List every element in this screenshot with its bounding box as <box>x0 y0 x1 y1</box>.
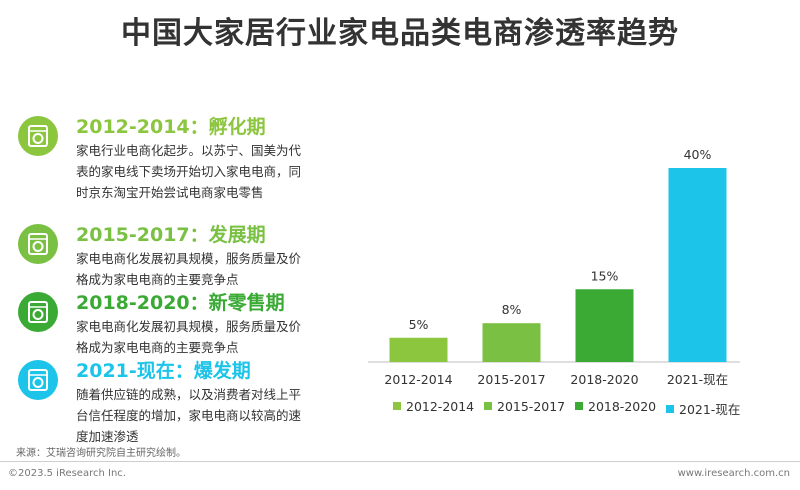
copyright: ©2023.5 iResearch Inc. <box>8 468 126 479</box>
x-tick-label: 2018-2020 <box>570 372 638 387</box>
legend-swatch <box>575 402 583 410</box>
website: www.iresearch.com.cn <box>677 468 790 479</box>
data-label: 15% <box>591 268 619 283</box>
source-note: 来源：艾瑞咨询研究院自主研究绘制。 <box>16 448 186 459</box>
bar <box>575 289 634 362</box>
page-title: 中国大家居行业家电品类电商渗透率趋势 <box>121 16 679 51</box>
data-label: 40% <box>684 147 712 162</box>
phase-description: 家电行业电商化起步。以苏宁、国美为代表的家电线下卖场开始切入家电电商，同时京东淘… <box>76 143 302 200</box>
appliance-icon <box>18 360 58 400</box>
x-tick-label: 2012-2014 <box>384 372 452 387</box>
data-label: 5% <box>409 317 429 332</box>
legend-entry: 2012-2014 <box>393 399 474 414</box>
legend-entry: 2015-2017 <box>484 399 565 414</box>
appliance-icon <box>18 292 58 332</box>
phase-heading: 2012-2014：孵化期 <box>76 116 266 138</box>
bar <box>668 168 727 362</box>
phase-description: 家电电商化发展初具规模，服务质量及价格成为家电电商的主要竞争点 <box>76 251 302 287</box>
legend-swatch <box>484 402 492 410</box>
legend-label: 2012-2014 <box>406 399 475 414</box>
legend-swatch <box>393 402 401 410</box>
appliance-icon <box>18 224 58 264</box>
phase-heading: 2015-2017：发展期 <box>76 224 266 246</box>
phase-heading: 2021-现在：爆发期 <box>76 360 251 382</box>
data-label: 8% <box>502 302 522 317</box>
phase-heading: 2018-2020：新零售期 <box>76 292 285 314</box>
legend-entry: 2021-现在 <box>666 399 740 418</box>
phase-description: 随着供应链的成熟，以及消费者对线上平台信任程度的增加，家电电商以较高的速度加速渗… <box>76 387 302 444</box>
x-tick-label: 2015-2017 <box>477 372 545 387</box>
footer-divider <box>0 461 800 462</box>
legend-label: 2018-2020 <box>588 399 657 414</box>
bar <box>389 337 448 362</box>
legend-swatch <box>666 405 674 413</box>
legend-label: 2015-2017 <box>497 399 566 414</box>
bar <box>482 323 541 362</box>
appliance-icon <box>18 116 58 156</box>
x-tick-label: 2021-现在 <box>667 372 728 387</box>
bar-chart: 5% 2012-2014 8% 2015-2017 15% 2018-2020 40% 202… <box>368 147 740 387</box>
legend-entry: 2018-2020 <box>575 399 656 414</box>
phase-description: 家电电商化发展初具规模，服务质量及价格成为家电电商的主要竞争点 <box>76 319 302 355</box>
legend-label: 2021-现在 <box>679 402 741 417</box>
